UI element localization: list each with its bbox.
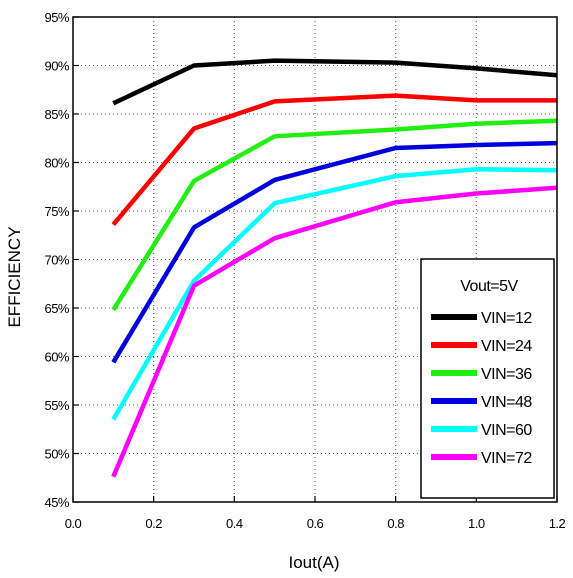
series-line-vin-24 — [111, 93, 557, 227]
y-tick-label: 80% — [44, 156, 69, 171]
legend-label: VIN=48 — [481, 394, 532, 411]
x-tick-label: 0.4 — [226, 516, 243, 531]
x-tick-label: 0.2 — [145, 516, 162, 531]
axes-layer — [72, 16, 558, 503]
series-line-vin-72 — [111, 185, 558, 478]
series-line-vin-36 — [111, 118, 558, 312]
series-line-vin-12 — [112, 58, 558, 106]
tick-labels: 0.0 0.2 0.4 0.6 0.8 1.0 1.2 45% 50% 55% 60% 65% 70% 7… — [44, 10, 566, 531]
y-tick-label: 75% — [44, 204, 69, 219]
y-tick-label: 60% — [44, 350, 69, 365]
x-tick-label: 1.0 — [468, 516, 485, 531]
legend-label: VIN=72 — [481, 450, 532, 467]
legend-label: VIN=24 — [481, 338, 532, 355]
legend-title: Vout=5V — [460, 278, 518, 295]
y-axis-title: EFFICIENCY — [5, 226, 24, 327]
y-tick-label: 95% — [44, 10, 69, 25]
x-axis-title: Iout(A) — [288, 553, 339, 572]
x-tick-label: 0.6 — [307, 516, 324, 531]
series-line-vin-48 — [111, 140, 558, 364]
y-tick-label: 45% — [44, 495, 69, 510]
y-tick-label: 50% — [44, 447, 69, 462]
y-tick-label: 55% — [44, 398, 69, 413]
series-line-vin-60 — [111, 167, 558, 421]
series-layer — [111, 58, 558, 478]
y-tick-label: 65% — [44, 301, 69, 316]
legend-label: VIN=12 — [481, 310, 532, 327]
x-tick-label: 1.2 — [549, 516, 566, 531]
y-tick-label: 70% — [44, 253, 69, 268]
y-tick-label: 90% — [44, 59, 69, 74]
legend: Vout=5V VIN=12 VIN=24 VIN=36 VIN=48 VIN=60 VIN… — [420, 258, 555, 499]
x-tick-label: 0.8 — [387, 516, 404, 531]
x-tick-label: 0.0 — [65, 516, 82, 531]
legend-label: VIN=60 — [481, 422, 532, 439]
legend-label: VIN=36 — [481, 366, 532, 383]
y-tick-label: 85% — [44, 107, 69, 122]
